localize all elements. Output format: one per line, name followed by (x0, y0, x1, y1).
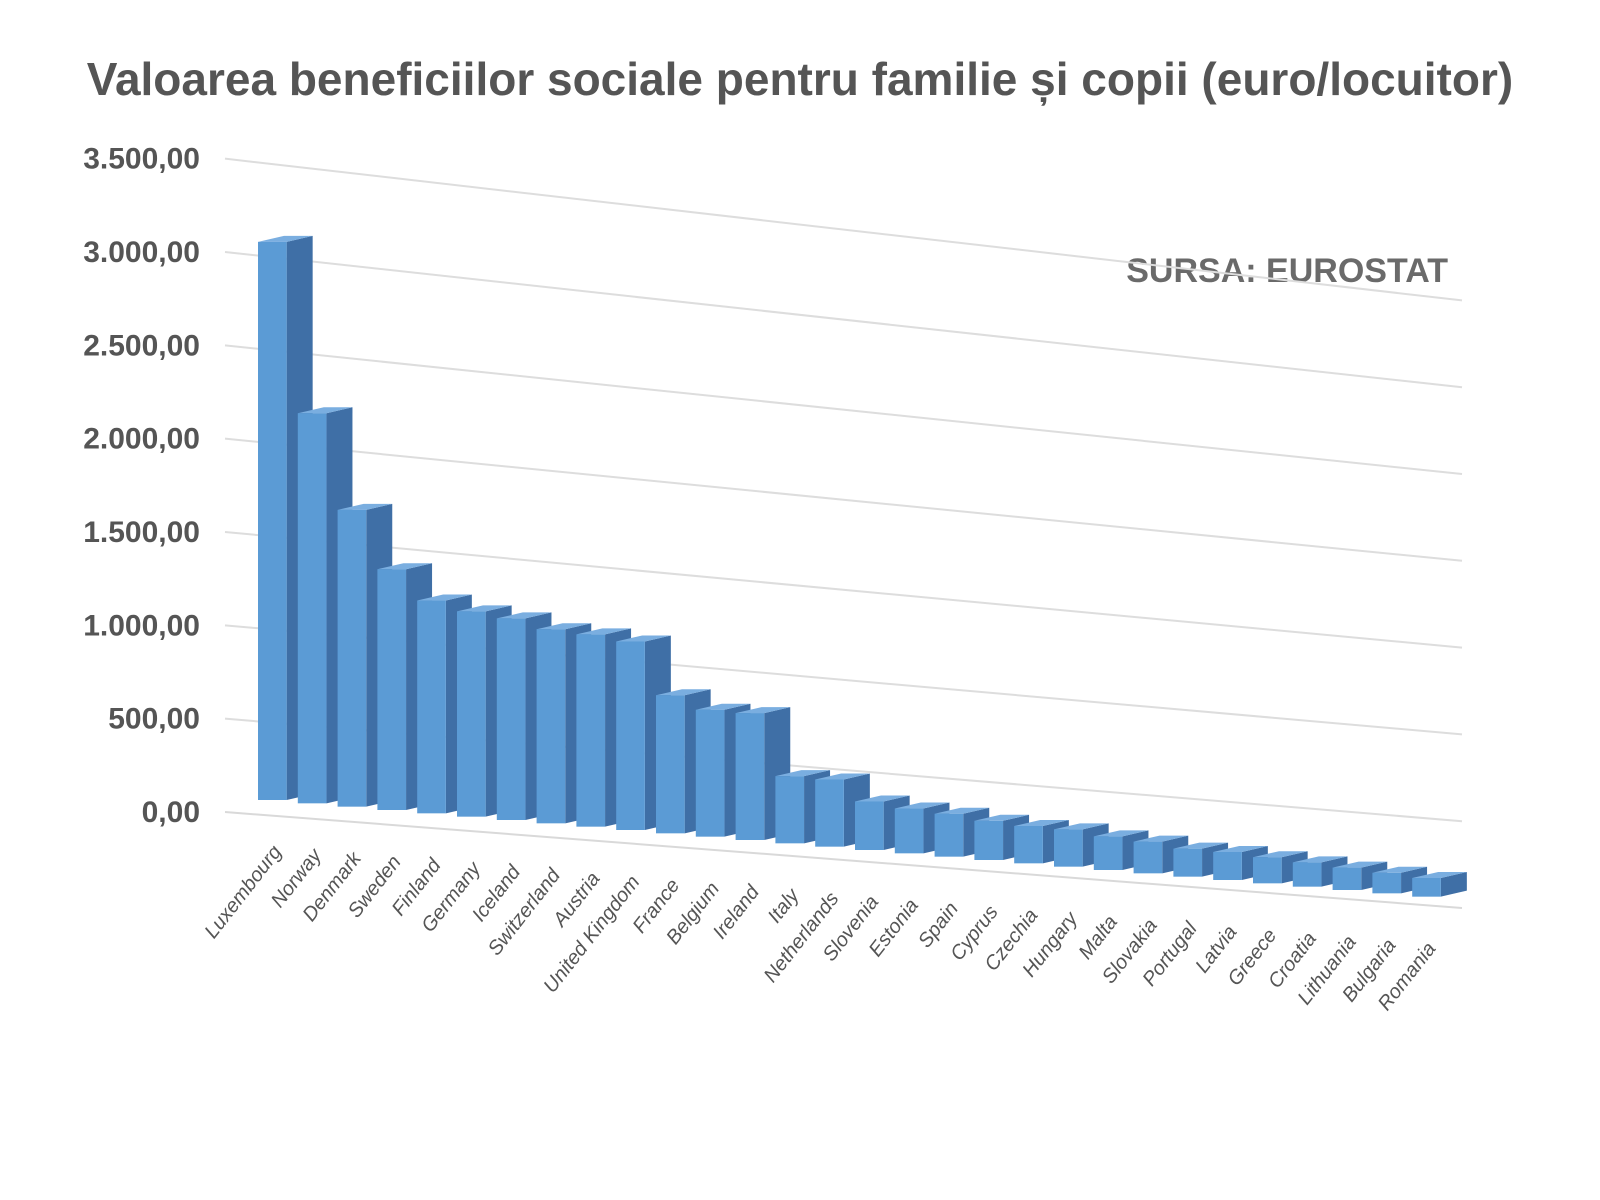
bar-front (815, 779, 844, 847)
bar-top (934, 807, 990, 814)
bar-top (894, 802, 950, 809)
chart-title: Valoarea beneficiilor sociale pentru fam… (87, 53, 1513, 106)
bar-top (457, 605, 512, 612)
bar-top (775, 770, 831, 777)
y-tick-label: 500,00 (108, 703, 200, 736)
bar-front (894, 808, 924, 854)
bar-front (417, 600, 446, 814)
bar-top (815, 773, 870, 780)
bar-top (1173, 842, 1229, 849)
bar-top (1332, 861, 1388, 868)
y-axis-ticks: 0,00 500,00 1.000,00 1.500,00 2.000,00 2.500,… (83, 143, 200, 829)
bar-front (1173, 848, 1203, 877)
bar-front (656, 695, 685, 834)
y-tick-label: 3.000,00 (83, 236, 200, 269)
bar-front (258, 241, 287, 800)
bar (258, 235, 313, 800)
bar-top (377, 563, 433, 570)
bar-front (1412, 878, 1441, 897)
bar-front (1054, 829, 1083, 867)
bar-top (1292, 856, 1348, 863)
bar-front (1014, 826, 1043, 864)
bar-top (735, 707, 791, 714)
bar-top (417, 594, 472, 601)
bar-front (934, 813, 964, 857)
bar-top (1253, 851, 1308, 858)
y-tick-label: 1.000,00 (83, 609, 200, 642)
bar-front (337, 509, 367, 807)
bar-top (1133, 835, 1189, 842)
bar-top (1213, 846, 1268, 852)
bar-top (297, 407, 353, 414)
bar-front (974, 820, 1004, 860)
bar-front (1213, 852, 1242, 880)
gridline (224, 811, 1463, 909)
bar-top (1412, 872, 1467, 878)
bar-top (337, 503, 393, 510)
gridline (224, 157, 1463, 302)
gridline (224, 531, 1463, 649)
bar-front (1292, 862, 1322, 887)
bar-front (377, 569, 407, 810)
bar-top (1014, 820, 1069, 826)
y-tick-label: 0,00 (142, 796, 200, 829)
bar-front (536, 629, 566, 824)
bar-front (1372, 872, 1402, 894)
bar-side (1440, 872, 1467, 897)
bar-top (1093, 830, 1149, 837)
bar-front (457, 611, 486, 817)
bar-front (1093, 836, 1123, 870)
x-tick-label: Italy (764, 884, 805, 927)
bar-top (576, 628, 632, 635)
bar-top (974, 814, 1030, 821)
y-tick-label: 2.000,00 (83, 423, 200, 456)
bar-top (258, 235, 313, 242)
gridline (224, 251, 1463, 389)
bar-top (536, 623, 592, 630)
bar-front (1332, 867, 1362, 890)
bar-front (735, 713, 765, 840)
bar-top (855, 795, 910, 802)
bar-top (1054, 823, 1109, 830)
bar-top (1372, 866, 1428, 873)
bar-front (576, 634, 606, 827)
bar-top (695, 703, 751, 710)
bar (735, 707, 791, 840)
bar-front (1253, 857, 1282, 884)
y-tick-label: 2.500,00 (83, 329, 200, 362)
bar-front (695, 709, 725, 837)
bar-top (496, 612, 552, 619)
bar (1292, 856, 1348, 887)
y-tick-label: 1.500,00 (83, 516, 200, 549)
bar-front (1133, 841, 1163, 874)
bar-front (855, 801, 884, 850)
bars (258, 235, 1467, 897)
bar-top (656, 689, 711, 696)
bar-front (775, 776, 805, 844)
bar-front (297, 413, 327, 804)
source-annotation: SURSA: EUROSTAT (1126, 252, 1448, 290)
bar-top (616, 635, 671, 642)
y-tick-label: 3.500,00 (83, 143, 200, 176)
bar-front (496, 618, 526, 820)
gridline (224, 344, 1463, 475)
bar (1213, 846, 1268, 880)
gridline (224, 437, 1463, 562)
bar (1412, 872, 1467, 897)
bar-front (616, 641, 645, 830)
